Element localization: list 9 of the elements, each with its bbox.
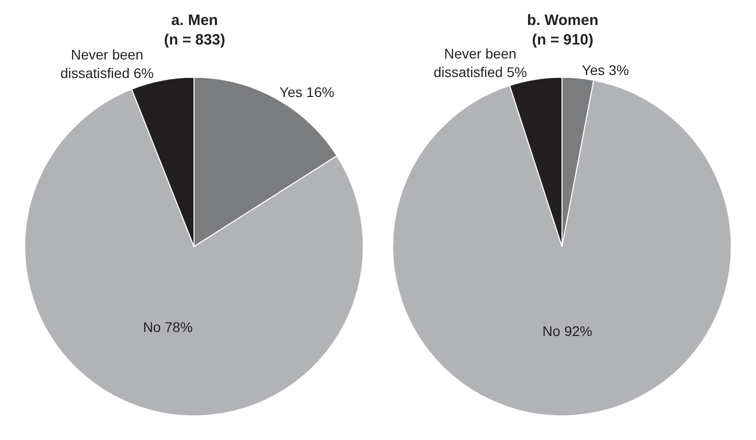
pie-slice bbox=[392, 80, 732, 416]
slice-label: Never been dissatisfied 5% bbox=[434, 46, 527, 80]
slice-label: Never been dissatisfied 6% bbox=[60, 46, 154, 81]
slice-label: Yes 16% bbox=[280, 84, 334, 100]
chart-title: b. Women (n = 910) bbox=[527, 12, 598, 48]
slice-label: No 78% bbox=[142, 319, 193, 336]
chart-title: a. Men (n = 833) bbox=[164, 12, 226, 48]
slice-label: No 92% bbox=[542, 323, 592, 340]
slice-label: Yes 3% bbox=[582, 62, 629, 78]
